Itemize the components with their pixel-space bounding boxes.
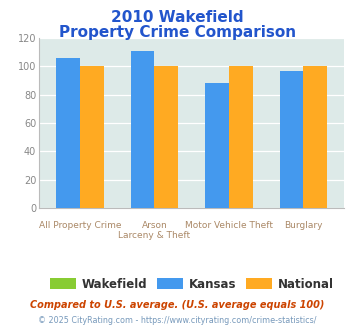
Text: Property Crime Comparison: Property Crime Comparison <box>59 25 296 40</box>
Text: Burglary: Burglary <box>284 221 323 230</box>
Bar <box>229 66 253 208</box>
Text: All Property Crime: All Property Crime <box>39 221 121 230</box>
Text: Larceny & Theft: Larceny & Theft <box>119 231 191 240</box>
Legend: Wakefield, Kansas, National: Wakefield, Kansas, National <box>45 273 338 295</box>
Bar <box>280 71 304 208</box>
Bar <box>205 83 229 208</box>
Text: © 2025 CityRating.com - https://www.cityrating.com/crime-statistics/: © 2025 CityRating.com - https://www.city… <box>38 316 317 325</box>
Text: Motor Vehicle Theft: Motor Vehicle Theft <box>185 221 273 230</box>
Bar <box>80 66 104 208</box>
Text: Compared to U.S. average. (U.S. average equals 100): Compared to U.S. average. (U.S. average … <box>30 300 325 310</box>
Bar <box>154 66 178 208</box>
Text: Arson: Arson <box>142 221 167 230</box>
Bar <box>131 51 154 208</box>
Bar <box>56 58 80 208</box>
Bar <box>304 66 327 208</box>
Text: 2010 Wakefield: 2010 Wakefield <box>111 10 244 25</box>
